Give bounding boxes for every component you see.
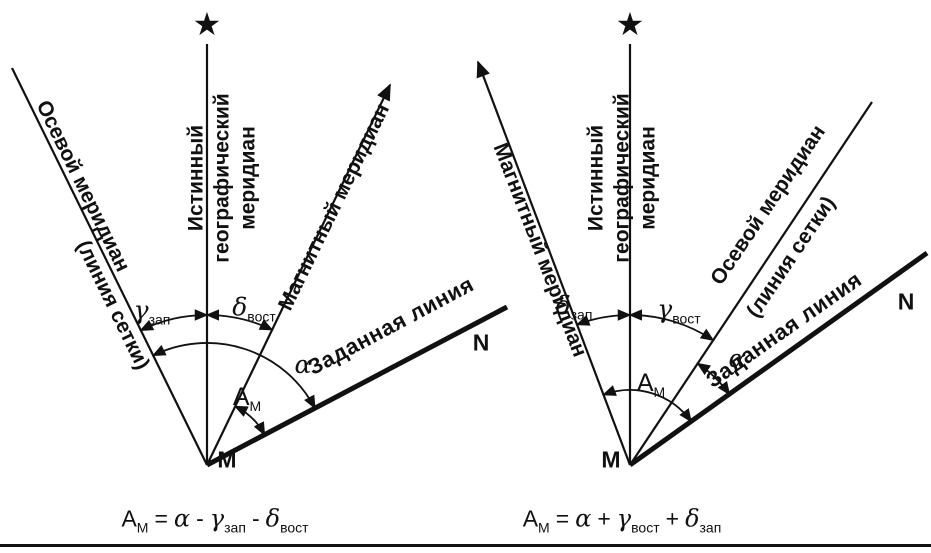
formula-lhs-subscript: М [136,519,149,536]
formula-delta-subscript: зап [699,519,722,536]
right-gamma-east-label: γвост [657,297,700,326]
formula-alpha: α [575,504,592,533]
formula-gamma-subscript: зап [224,519,246,536]
equals-sign: = [154,505,168,532]
left-alpha-arc [151,342,316,410]
azimuth-subscript: М [653,384,666,400]
right-alpha-arc [696,362,731,396]
formula-operator-2: - [251,505,260,532]
azimuth-subscript: М [249,398,262,414]
right-magnetic-azimuth-label: AМ [636,369,666,400]
gamma-symbol: γ [133,295,149,325]
right-true-meridian-label-line1: Истинный [584,124,608,232]
left-delta-east-arc [205,309,274,331]
left-true-meridian-label-line2: географический [210,93,234,263]
right-delta-west-label: δзап [556,293,593,322]
formula-delta: δ [685,504,700,533]
delta-subscript: вост [247,308,276,325]
right-gamma-east-arc [628,309,715,341]
right-magnetic-azimuth-arc [602,385,692,423]
formula-operator-1: + [597,505,611,532]
formula-operator-1: - [196,505,204,532]
left-north-point-label: N [472,329,490,356]
right-formula: AМ = α + γвост + δзап [523,505,722,536]
azimuth-symbol: A [232,383,250,411]
left-magnetic-azimuth-arc [233,405,266,436]
left-formula: AМ = α - γзап - δвост [121,505,308,536]
delta-symbol: δ [232,292,248,322]
right-north-star-icon: ★ [615,5,645,43]
formula-gamma: γ [616,504,632,533]
right-alpha-label: α [729,346,746,372]
alpha-symbol: α [728,344,746,373]
formula-alpha: α [173,504,191,533]
right-given-line [628,250,929,468]
formula-gamma: γ [209,504,225,533]
left-north-star-icon: ★ [192,5,222,43]
left-magnetic-azimuth-label: AМ [232,383,262,414]
formula-gamma-subscript: вост [631,519,660,536]
left-gamma-west-arc [139,309,209,332]
left-origin-point-label: M [217,446,237,473]
left-given-line [205,304,509,468]
formula-lhs: A [522,505,539,532]
right-true-meridian-label-line2: географический [610,93,634,263]
formula-lhs: A [121,505,137,532]
right-origin-point-label: M [601,446,621,473]
right-delta-west-arc [575,309,632,326]
left-true-meridian-label-line1: Истинный [184,124,208,232]
gamma-symbol: γ [657,294,673,324]
delta-subscript: зап [570,306,593,323]
formula-lhs-subscript: М [538,519,550,536]
right-true-meridian-label-line3: меридиан [636,126,660,230]
alpha-symbol: α [294,350,312,379]
equals-sign: = [555,505,570,532]
left-gamma-west-label: γзап [134,298,171,327]
formula-operator-2: + [665,505,680,532]
gamma-subscript: зап [148,311,171,328]
gamma-subscript: вост [672,310,701,327]
right-north-point-label: N [897,288,915,315]
left-alpha-label: α [295,352,312,378]
delta-symbol: δ [555,290,571,320]
left-true-meridian-label-line3: меридиан [236,126,260,230]
formula-delta-subscript: вост [280,519,309,536]
azimuth-symbol: A [636,369,654,397]
left-delta-east-label: δвост [232,295,276,324]
formula-delta: δ [265,504,281,533]
